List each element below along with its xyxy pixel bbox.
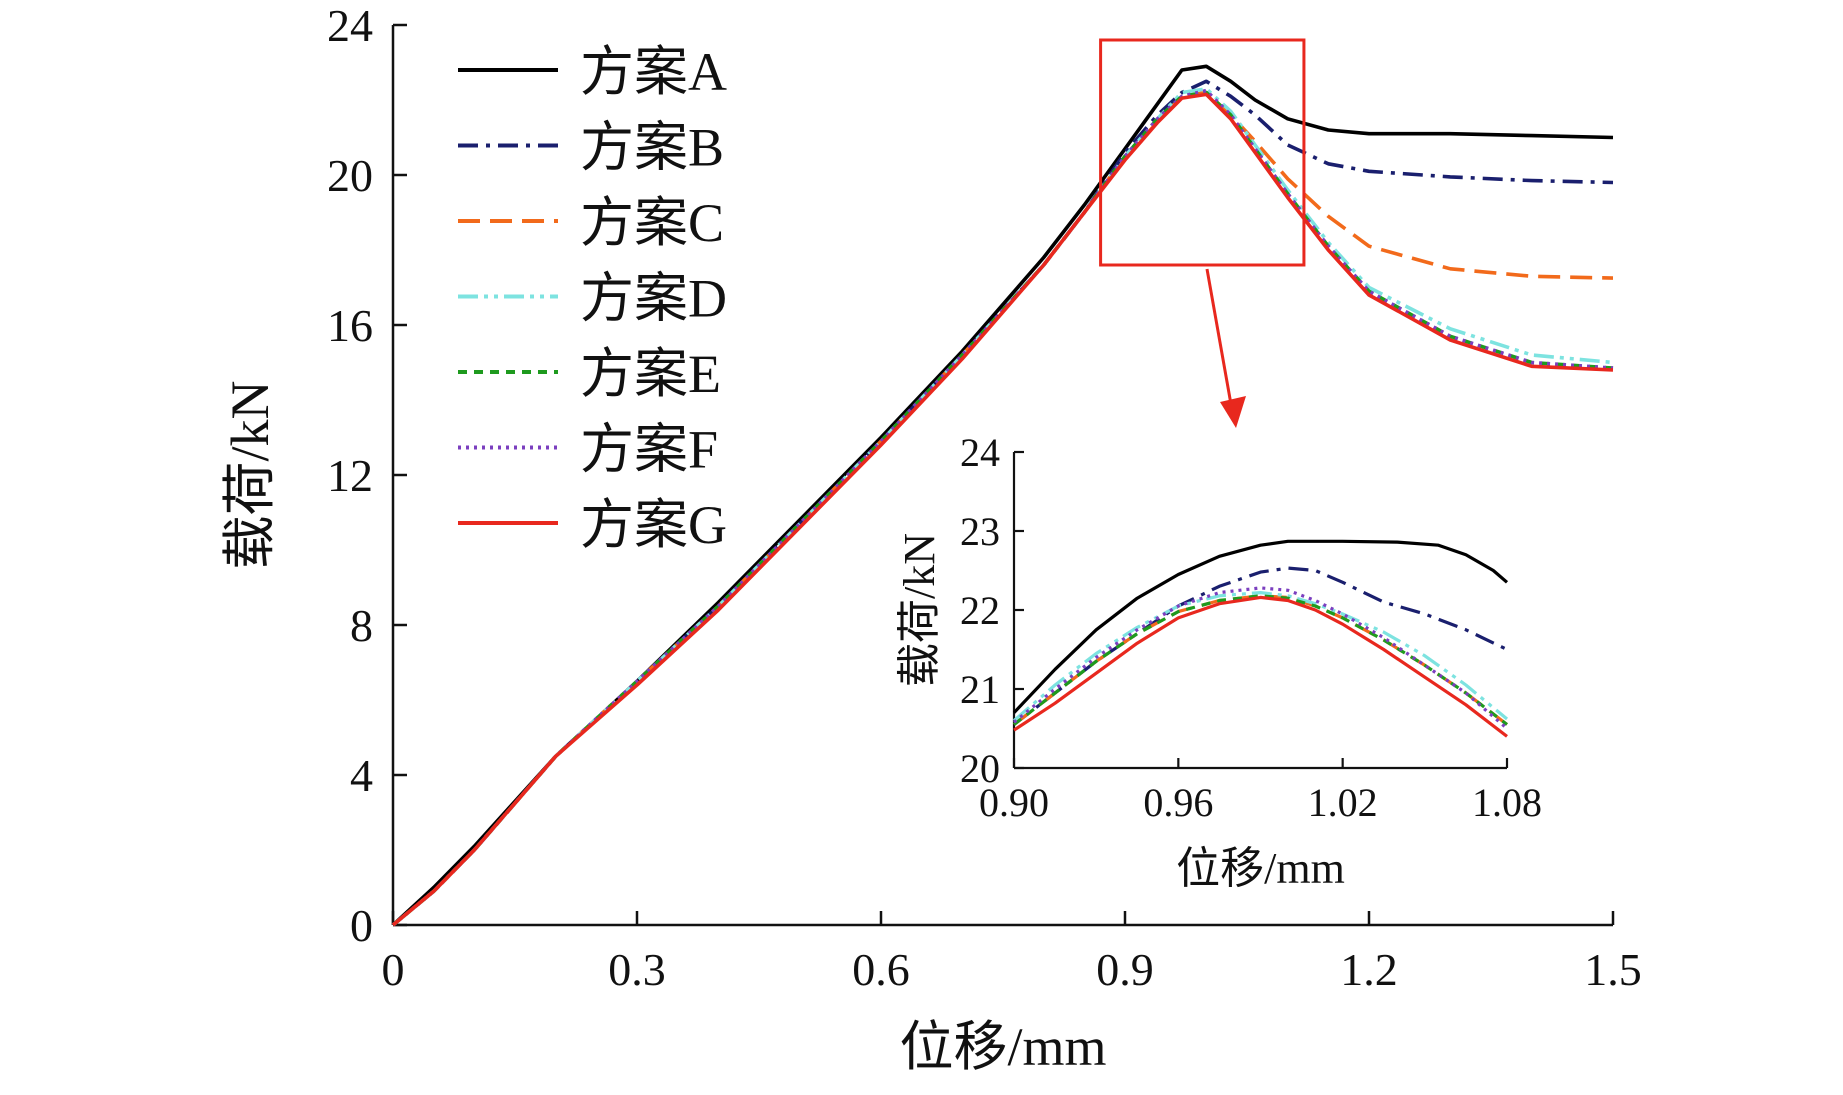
x-axis-title: 位移/mm [899,1017,1106,1077]
x-tick-label: 0.90 [979,780,1049,825]
series-line-3 [1012,590,1509,722]
legend-label-3: 方案D [580,269,727,329]
y-tick-label: 21 [960,667,1000,712]
x-tick-label: 1.2 [1340,944,1398,995]
y-tick-label: 12 [327,450,373,501]
x-tick-label: 0.3 [608,944,666,995]
y-tick-label: 23 [960,509,1000,554]
x-axis-title: 位移/mm [1176,844,1345,893]
legend-label-4: 方案E [580,344,721,404]
y-axis-title: 载荷/kN [895,533,944,687]
y-tick-label: 24 [960,430,1000,475]
series-line-6 [391,92,1614,927]
x-tick-label: 1.02 [1308,780,1378,825]
legend-label-0: 方案A [580,42,727,102]
y-axis-title: 载荷/kN [220,381,280,570]
x-tick-label: 0.9 [1096,944,1154,995]
legend-label-6: 方案G [580,495,727,555]
zoom-arrow-shaft [1205,268,1234,411]
y-tick-label: 8 [350,600,373,651]
y-tick-label: 22 [960,588,1000,633]
x-tick-label: 1.08 [1472,780,1542,825]
zoom-box [1099,38,1306,267]
x-tick-label: 0 [382,944,405,995]
x-tick-label: 0.96 [1143,780,1213,825]
x-tick-label: 1.5 [1584,944,1642,995]
legend-label-2: 方案C [580,193,724,253]
y-tick-label: 20 [327,150,373,201]
legend-label-5: 方案F [580,420,718,480]
zoom-indicator [1099,38,1306,428]
main-plot: 0 4 8 12 16 20 24 0 0.3 0.6 0.9 1.2 1.5 位移/mm 载荷/kN [220,0,1642,1077]
series-line-5 [1012,586,1509,730]
legend-label-1: 方案B [580,118,724,178]
zoom-arrow-head [1220,396,1246,428]
series-line-4 [391,90,1614,927]
y-tick-label: 16 [327,300,373,351]
series-line-0 [1012,539,1509,714]
y-tick-label: 4 [350,750,373,801]
x-tick-label: 0.6 [852,944,910,995]
series-line-4 [1013,594,1508,726]
legend: 方案A 方案B 方案C 方案D 方案E 方案F 方案G [458,42,727,555]
series-line-6 [1013,595,1508,738]
y-tick-label: 0 [350,900,373,951]
y-tick-label: 20 [960,746,1000,791]
y-tick-label: 24 [327,0,373,51]
inset-plot: 20 21 22 23 24 0.90 0.96 1.02 1.08 位移/mm 载荷/kN [895,430,1542,893]
